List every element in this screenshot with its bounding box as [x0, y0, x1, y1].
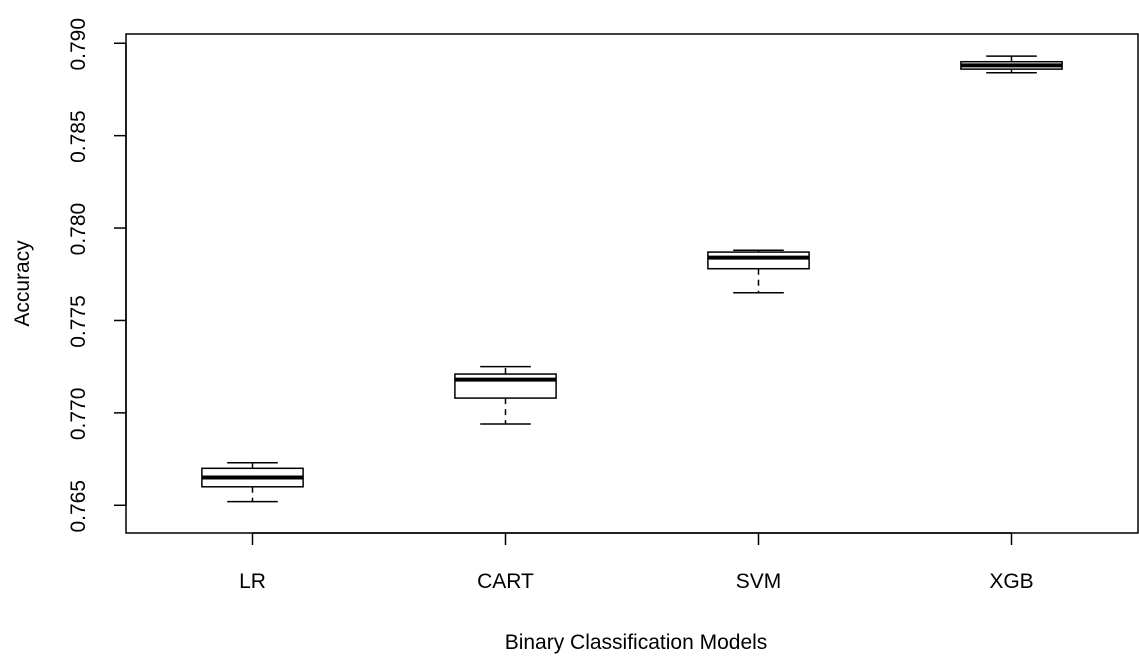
x-tick-label: XGB	[989, 570, 1033, 593]
y-tick-label: 0.765	[67, 480, 90, 533]
box-xgb	[960, 55, 1063, 74]
box-svm	[707, 249, 810, 294]
x-tick-label: SVM	[736, 570, 782, 593]
y-axis-title: Accuracy	[11, 240, 34, 327]
box-lr	[201, 462, 304, 503]
boxes	[201, 55, 1063, 503]
x-tick-label: LR	[239, 570, 266, 593]
x-axis-title: Binary Classification Models	[505, 631, 768, 654]
iqr-box	[707, 251, 810, 270]
y-axis: 0.765 0.770 0.775 0.780 0.785 0.790	[67, 18, 127, 533]
y-tick-label: 0.790	[67, 18, 90, 71]
x-tick-label: CART	[477, 570, 534, 593]
plot-frame	[125, 33, 1139, 534]
y-tick-label: 0.785	[67, 110, 90, 163]
y-tick-label: 0.770	[67, 388, 90, 441]
y-tick-label: 0.775	[67, 295, 90, 348]
y-tick-label: 0.780	[67, 203, 90, 256]
x-axis: LR CART SVM XGB	[239, 532, 1034, 593]
box-cart	[454, 365, 557, 425]
